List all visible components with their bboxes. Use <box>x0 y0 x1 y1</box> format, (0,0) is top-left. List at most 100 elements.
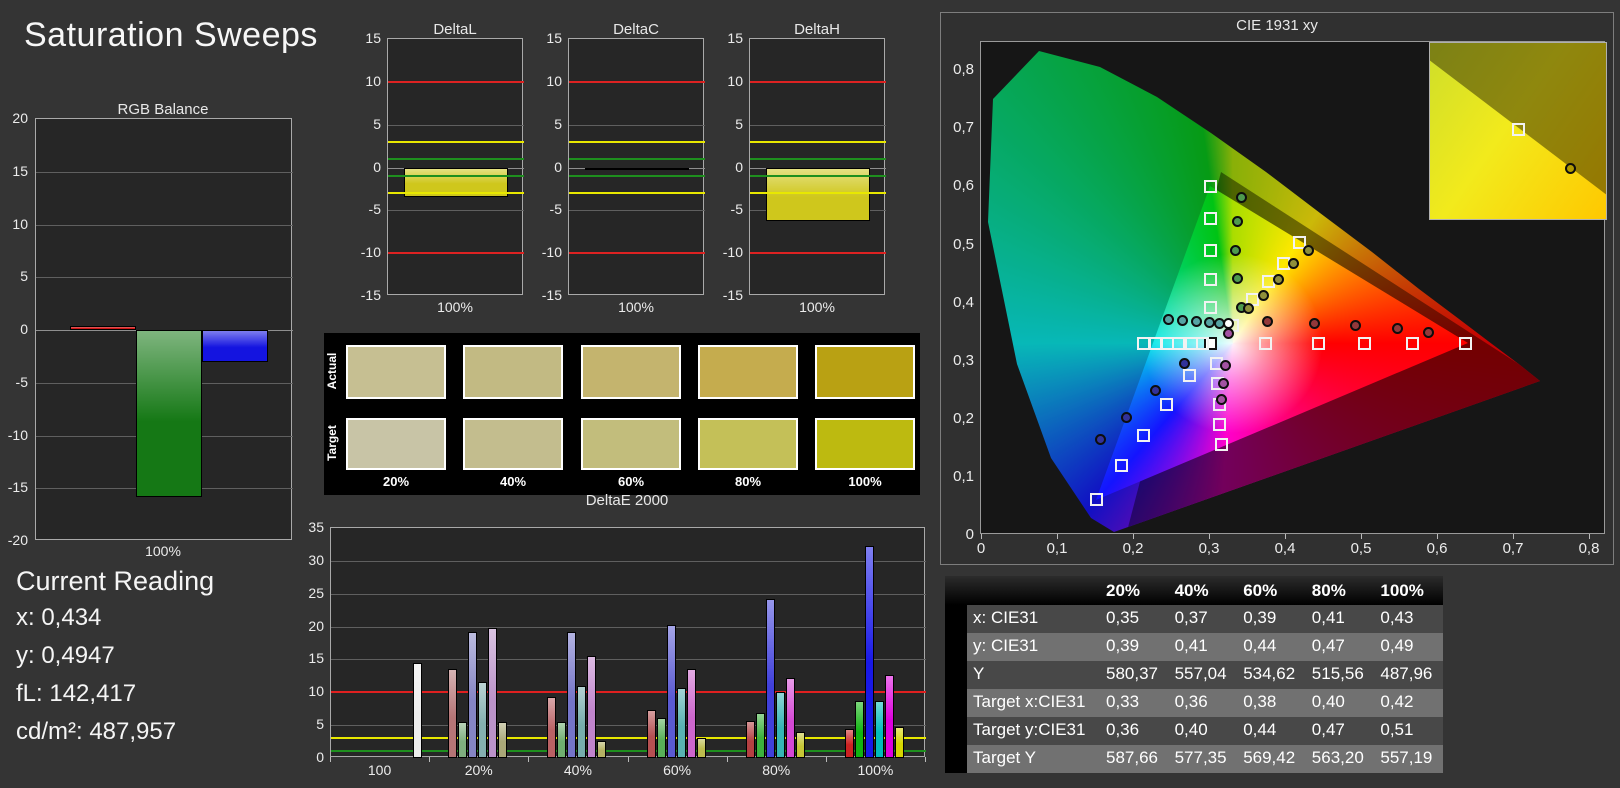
gridline <box>36 171 293 173</box>
gridline <box>331 593 926 595</box>
cie-measured-green <box>1230 244 1242 256</box>
deltae-bar-yellow <box>696 738 706 758</box>
table-row: Target y:CIE31 0,36 0,40 0,44 0,47 0,51 <box>945 717 1443 745</box>
deltae-group-tick <box>726 757 728 762</box>
limit-line-green <box>569 157 705 160</box>
gridline <box>331 725 926 727</box>
actual-swatch <box>698 345 798 399</box>
cie-target-blue <box>1115 458 1129 472</box>
cie-x-tick <box>1133 534 1134 539</box>
deltae-bar-red <box>745 721 755 758</box>
gridline <box>331 659 926 661</box>
delta-y-tick-label: 15 <box>546 30 562 46</box>
deltae-group-label: 20% <box>464 762 493 778</box>
gridline <box>388 210 524 212</box>
cie-target-green <box>1203 179 1217 193</box>
target-swatch <box>463 418 563 470</box>
swatch-row-label: Target <box>325 425 339 461</box>
deltae-bar-yellow <box>795 732 805 758</box>
cie-measured-cyan <box>1203 316 1215 328</box>
cie-measured-blue <box>1179 358 1191 370</box>
limit-line-red <box>388 252 524 255</box>
cie-target-blue <box>1089 493 1103 507</box>
cie-measured-cyan <box>1162 313 1174 325</box>
cie-measured-yellow <box>1272 273 1284 285</box>
cie-x-tick-label: 0,2 <box>1122 540 1144 557</box>
actual-swatch <box>581 345 681 399</box>
table-value-cell: 0,44 <box>1243 720 1277 739</box>
delta-y-tick-label: -15 <box>360 287 381 303</box>
table-row-label: Target y:CIE31 <box>973 720 1086 739</box>
cie-measured-blue <box>1149 384 1161 396</box>
swatch-percent-label: 60% <box>617 474 645 489</box>
table-header-cell: 40% <box>1174 581 1209 600</box>
deltae-group-label: 100% <box>857 762 894 778</box>
cie-y-tick-label: 0,5 <box>953 235 974 253</box>
delta-chart-title: DeltaC <box>613 21 659 38</box>
delta-y-tick-label: -10 <box>722 244 743 261</box>
cie-x-tick <box>1209 534 1210 539</box>
rgb-balance-x-label: 100% <box>145 543 181 559</box>
table-value-cell: 0,39 <box>1106 636 1140 655</box>
delta-y-tick-label: 10 <box>546 72 562 89</box>
table-value-cell: 0,41 <box>1174 636 1208 655</box>
cie-x-tick <box>1513 534 1514 539</box>
green-balance-bar <box>136 330 202 497</box>
cie-measured-magenta <box>1218 377 1230 389</box>
delta-y-tick-label: 0 <box>554 158 562 175</box>
rgb-balance-title: RGB Balance <box>117 101 209 118</box>
deltae-bar-red <box>448 668 458 758</box>
table-header-cell: 60% <box>1243 581 1278 600</box>
actual-swatch <box>346 345 446 399</box>
swatch-percent-label: 40% <box>499 474 527 489</box>
table-value-cell: 0,43 <box>1380 608 1414 627</box>
deltae-bar-cyan <box>577 685 587 758</box>
table-value-cell: 587,66 <box>1106 748 1158 767</box>
deltae-y-tick-label: 20 <box>308 617 324 634</box>
cie-measured-blue <box>1120 412 1132 424</box>
swatch-percent-label: 20% <box>382 474 410 489</box>
cie-measured-magenta <box>1219 359 1231 371</box>
rgb-y-tick-label: 10 <box>12 215 28 232</box>
table-value-cell: 0,44 <box>1243 636 1277 655</box>
actual-swatch <box>463 345 563 399</box>
cie-y-tick-label: 0,7 <box>953 119 974 137</box>
cie-x-tick-label: 0,7 <box>1502 540 1524 557</box>
deltae-group-label: 40% <box>563 762 592 778</box>
table-value-cell: 487,96 <box>1380 664 1433 683</box>
table-row-label: Target x:CIE31 <box>973 692 1086 711</box>
table-value-cell: 0,47 <box>1311 720 1345 739</box>
deltae-limit-line <box>331 691 926 694</box>
swatch-percent-label: 100% <box>848 474 882 489</box>
cie-target-red <box>1258 336 1272 350</box>
cie-measured-blue <box>1095 434 1107 446</box>
table-value-cell: 0,49 <box>1380 636 1414 655</box>
cie-target-yellow <box>1293 236 1307 250</box>
rgb-y-tick-label: -5 <box>15 373 28 390</box>
red-balance-bar <box>70 325 136 330</box>
deltae-bar-magenta <box>488 627 498 758</box>
table-value-cell: 0,33 <box>1106 692 1140 711</box>
delta-x-label: 100% <box>799 299 835 315</box>
cie-x-tick <box>981 534 982 539</box>
table-value-cell: 0,40 <box>1311 692 1345 711</box>
table-row: Y 580,37 557,04 534,62 515,56 487,96 <box>945 661 1443 689</box>
deltae-bar-cyan <box>478 681 488 758</box>
current-reading-heading: Current Reading <box>16 566 215 596</box>
cie-measured-yellow <box>1242 302 1254 314</box>
swatch-percent-label: 80% <box>734 474 762 489</box>
limit-line-yellow <box>750 140 886 143</box>
target-swatch <box>815 418 915 470</box>
deltae-group-tick <box>429 757 431 762</box>
table-value-cell: 557,04 <box>1174 664 1227 683</box>
deltae-bar-yellow <box>894 727 904 758</box>
deltae-y-tick-label: 30 <box>308 551 324 568</box>
deltae-y-tick-label: 35 <box>308 519 324 535</box>
deltae-bar-cyan <box>676 688 686 758</box>
limit-line-red <box>750 80 886 83</box>
table-row-label: x: CIE31 <box>973 608 1039 627</box>
cie-target-red <box>1312 336 1326 350</box>
deltae-bar-cyan <box>775 692 785 758</box>
cie-measured-magenta <box>1222 328 1234 340</box>
cie-measured-red <box>1422 326 1434 338</box>
